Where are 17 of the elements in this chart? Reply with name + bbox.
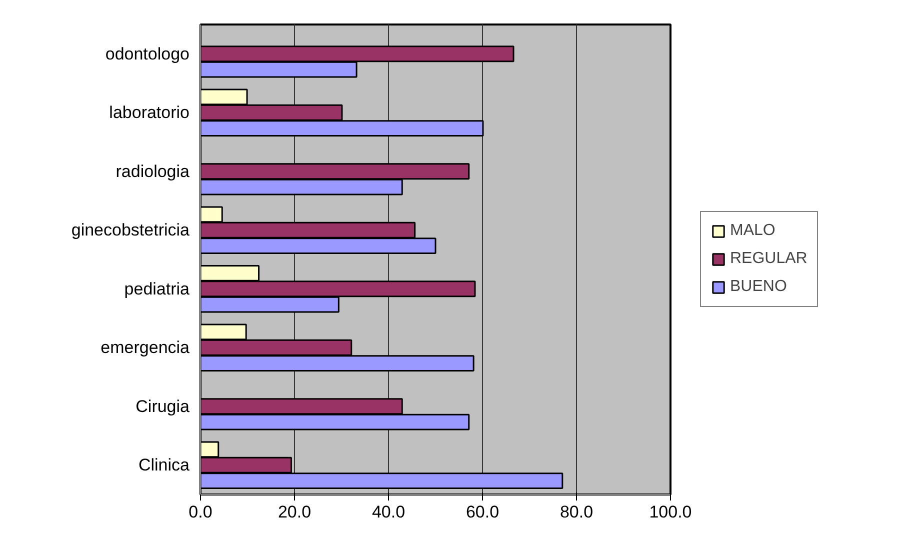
x-tick-label: 20.0 — [278, 502, 312, 522]
x-tick-label: 0.0 — [188, 502, 212, 522]
y-tick-label: radiologia — [116, 162, 190, 181]
y-tick-label: laboratorio — [109, 103, 190, 122]
legend-label: BUENO — [730, 278, 787, 296]
legend-label: MALO — [730, 222, 776, 240]
x-tick-label: 60.0 — [466, 502, 500, 522]
y-tick-label: Clinica — [138, 456, 190, 475]
y-tick-label: Cirugia — [136, 396, 190, 416]
legend-label: REGULAR — [730, 250, 808, 268]
y-tick-label: emergencia — [100, 338, 190, 358]
x-tick-label: 80.0 — [560, 502, 594, 522]
y-tick-label: pediatria — [124, 279, 190, 298]
y-tick-label: ginecobstetricia — [71, 220, 190, 240]
y-tick-label: odontologo — [105, 44, 190, 64]
x-tick-label: 40.0 — [372, 502, 406, 522]
x-tick-label: 100.0 — [649, 502, 692, 522]
